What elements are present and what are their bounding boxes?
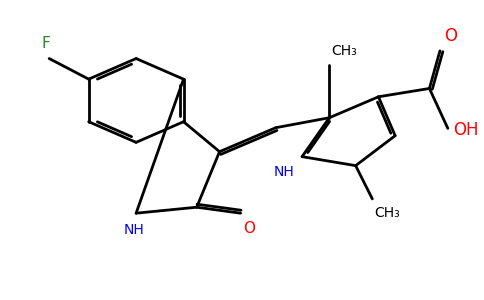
Text: NH: NH bbox=[124, 223, 145, 237]
Text: F: F bbox=[42, 35, 50, 50]
Text: CH₃: CH₃ bbox=[374, 206, 400, 220]
Text: CH₃: CH₃ bbox=[331, 44, 357, 58]
Text: O: O bbox=[444, 27, 457, 45]
Text: NH: NH bbox=[273, 165, 294, 178]
Text: OH: OH bbox=[453, 122, 478, 140]
Text: O: O bbox=[243, 221, 256, 236]
